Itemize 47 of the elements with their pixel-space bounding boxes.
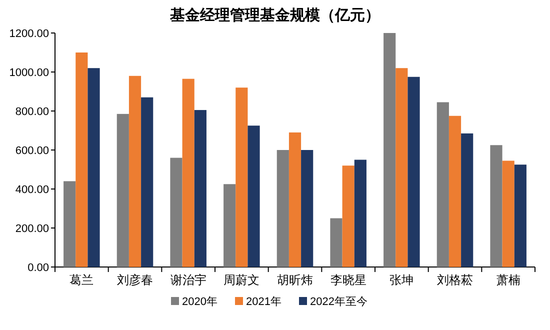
bar (128, 76, 142, 267)
bar (342, 166, 354, 267)
bar (194, 110, 206, 267)
bar (182, 78, 194, 267)
chart-title: 基金经理管理基金规模（亿元） (169, 6, 380, 24)
x-tick-label: 刘彦春 (117, 273, 153, 287)
bar (170, 158, 182, 267)
bar (502, 160, 514, 267)
x-tick-label: 萧楠 (496, 273, 520, 287)
y-tick-label: 1000.00 (9, 67, 49, 79)
legend-label: 2021年 (246, 296, 282, 308)
bar (490, 145, 502, 267)
legend-label: 2022年至今 (310, 296, 368, 308)
x-tick-label: 胡昕炜 (277, 273, 313, 287)
bar (514, 164, 526, 267)
bar (408, 76, 420, 267)
bar (448, 116, 462, 267)
bar (141, 97, 154, 267)
x-tick-label: 刘格菘 (437, 273, 473, 287)
bar (248, 126, 260, 267)
legend-label: 2020年 (182, 296, 218, 308)
bar (436, 102, 449, 267)
bar (301, 150, 314, 267)
x-tick-label: 周蔚文 (224, 273, 260, 287)
bar (396, 68, 408, 267)
x-tick-label: 葛兰 (70, 273, 94, 287)
bar (64, 181, 76, 267)
y-tick-label: 600.00 (15, 145, 49, 157)
y-tick-label: 0.00 (28, 262, 49, 274)
y-tick-label: 800.00 (15, 106, 49, 118)
x-tick-label: 谢治宇 (170, 273, 206, 287)
bar (224, 184, 236, 267)
bar (88, 68, 100, 267)
bar (354, 160, 366, 267)
bar (384, 33, 396, 267)
y-tick-label: 1200.00 (9, 28, 49, 40)
bar (76, 52, 88, 267)
x-tick-label: 张坤 (390, 273, 414, 287)
bar (276, 150, 289, 267)
bar (288, 132, 302, 267)
y-tick-label: 400.00 (15, 184, 49, 196)
bar (116, 114, 129, 267)
y-tick-label: 200.00 (15, 223, 49, 235)
bar (330, 218, 342, 267)
bar (236, 88, 248, 267)
x-tick-label: 李晓星 (330, 273, 366, 287)
bar (461, 133, 474, 267)
